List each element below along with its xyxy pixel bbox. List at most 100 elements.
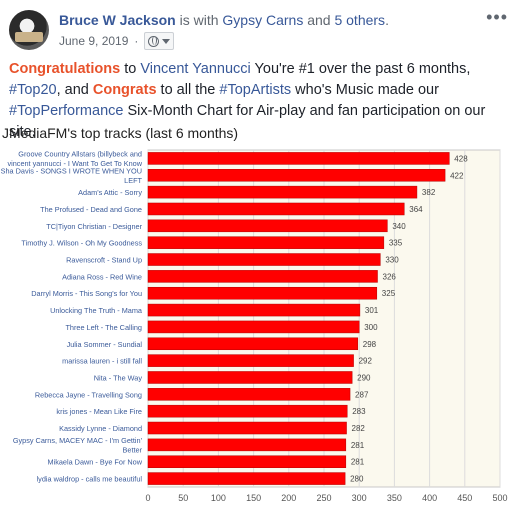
audience-selector[interactable]	[144, 32, 175, 50]
data-label: 330	[385, 256, 399, 265]
category-label: Nita - The Way	[94, 373, 143, 382]
bar	[147, 388, 351, 401]
category-label: The Profused - Dead and Gone	[40, 205, 142, 214]
post-text-part: , and	[56, 82, 93, 98]
post-header: Bruce W Jackson is with Gypsy Carns and …	[0, 0, 520, 56]
data-label: 335	[389, 239, 403, 248]
globe-icon	[148, 35, 160, 47]
category-label: Unlocking The Truth - Mama	[50, 306, 143, 315]
tagged-person-link[interactable]: Gypsy Carns	[222, 12, 304, 28]
category-label: marissa lauren - i still fall	[62, 357, 142, 366]
category-label: Adam's Attic - Sorry	[78, 188, 142, 197]
bar	[147, 421, 347, 435]
bar	[147, 354, 354, 367]
category-label: kris jones - Mean Like Fire	[56, 407, 142, 416]
bar	[147, 438, 347, 452]
data-label: 382	[422, 188, 436, 197]
x-tick-label: 150	[246, 493, 261, 503]
category-label: Three Left - The Calling	[65, 323, 142, 332]
data-label: 300	[364, 323, 378, 332]
post-date-link[interactable]: June 9, 2019	[59, 34, 129, 48]
post-text-part: to all the	[156, 82, 220, 98]
author-name-link[interactable]: Bruce W Jackson	[59, 12, 176, 28]
data-label: 340	[392, 222, 406, 231]
mention-link[interactable]: Vincent Yannucci	[140, 61, 251, 77]
category-label: TC|Tiyon Christian - Designer	[46, 222, 142, 231]
with-text: is with	[175, 12, 223, 28]
data-label: 281	[351, 441, 365, 450]
bar	[147, 472, 346, 485]
category-label: Adiana Ross - Red Wine	[62, 272, 142, 281]
data-label: 281	[351, 458, 365, 467]
post-text: Congratulations to Vincent Yannucci You'…	[9, 59, 514, 143]
post-meta: June 9, 2019 ·	[59, 32, 175, 50]
data-label: 298	[363, 340, 377, 349]
data-label: 292	[359, 357, 373, 366]
bar	[147, 270, 378, 283]
category-label: Darryl Morris - This Song's for You	[31, 289, 142, 298]
bar	[147, 455, 347, 468]
category-label: Kassidy Lynne - Diamond	[59, 424, 142, 433]
post-text-part: who's Music made our	[291, 82, 439, 98]
avatar-image	[15, 32, 43, 42]
bar	[147, 253, 381, 266]
and-text: and	[303, 12, 335, 28]
bar	[147, 202, 405, 216]
hashtag-link[interactable]: #TopArtists	[219, 82, 292, 98]
category-label: lydia waldrop - calls me beautiful	[37, 475, 143, 484]
x-tick-label: 200	[281, 493, 296, 503]
bar-chart: 0 50 100 150 200 250 300 350 400 450 500 428 Groove …	[1, 149, 508, 503]
avatar[interactable]	[9, 10, 49, 50]
bar	[147, 286, 378, 300]
data-label: 422	[450, 171, 464, 180]
category-label: Julia Sommer - Sundial	[67, 340, 143, 349]
data-label: 301	[365, 306, 379, 315]
bar	[147, 152, 450, 165]
bar	[147, 185, 418, 199]
x-tick-label: 300	[352, 493, 367, 503]
bar	[147, 404, 348, 418]
data-label: 364	[409, 205, 423, 214]
category-label: Timothy J. Wilson - Oh My Goodness	[21, 239, 142, 248]
meta-separator: ·	[134, 34, 139, 48]
post-text-part: Six-Month Chart for Air-play and fan par…	[9, 103, 486, 140]
more-options-icon[interactable]: •••	[486, 7, 508, 27]
chart-title: JMediaFM's top tracks (last 6 months)	[2, 125, 239, 141]
bar	[147, 219, 388, 233]
others-link[interactable]: 5 others	[334, 12, 386, 28]
bar	[147, 169, 446, 182]
bar	[147, 320, 360, 334]
bar	[147, 303, 361, 317]
data-label: 282	[352, 424, 366, 433]
data-label: 280	[350, 475, 364, 484]
hashtag-link[interactable]: #TopPerformance	[9, 103, 124, 119]
data-label: 290	[357, 373, 371, 382]
post-text-congrats: Congrats	[92, 82, 157, 98]
category-label: Mikaela Dawn - Bye For Now	[48, 458, 143, 467]
x-tick-label: 50	[178, 493, 188, 503]
bar	[147, 236, 385, 249]
x-tick-label: 400	[422, 493, 437, 503]
bar	[147, 337, 359, 351]
x-tick-label: 500	[492, 493, 507, 503]
x-tick-label: 250	[316, 493, 331, 503]
x-tick-label: 350	[387, 493, 402, 503]
author-line: Bruce W Jackson is with Gypsy Carns and …	[59, 12, 389, 28]
x-tick-label: 450	[457, 493, 472, 503]
data-label: 325	[382, 289, 396, 298]
category-label: Sha Davis - SONGS I WROTE WHEN YOU	[1, 167, 142, 176]
category-label: Better	[123, 446, 143, 455]
chart-image[interactable]: 0 50 100 150 200 250 300 350 400 450 500 428 Groove …	[0, 146, 520, 505]
category-label: Rebecca Jayne - Travelling Song	[35, 390, 142, 399]
data-label: 283	[352, 407, 366, 416]
category-label: LEFT	[124, 176, 142, 185]
post-text-part: to	[120, 61, 141, 77]
x-tick-label: 0	[145, 493, 150, 503]
data-label: 287	[355, 390, 369, 399]
hashtag-link[interactable]: #Top20	[9, 82, 57, 98]
post-text-congratulations: Congratulations	[9, 61, 121, 77]
post-text-part: You're #1 over the past 6 months,	[250, 61, 471, 77]
category-label: Groove Country Allstars (billybeck and	[18, 150, 142, 159]
category-label: vincent yannucci - I Want To Get To Know	[7, 159, 142, 168]
x-tick-label: 100	[211, 493, 226, 503]
